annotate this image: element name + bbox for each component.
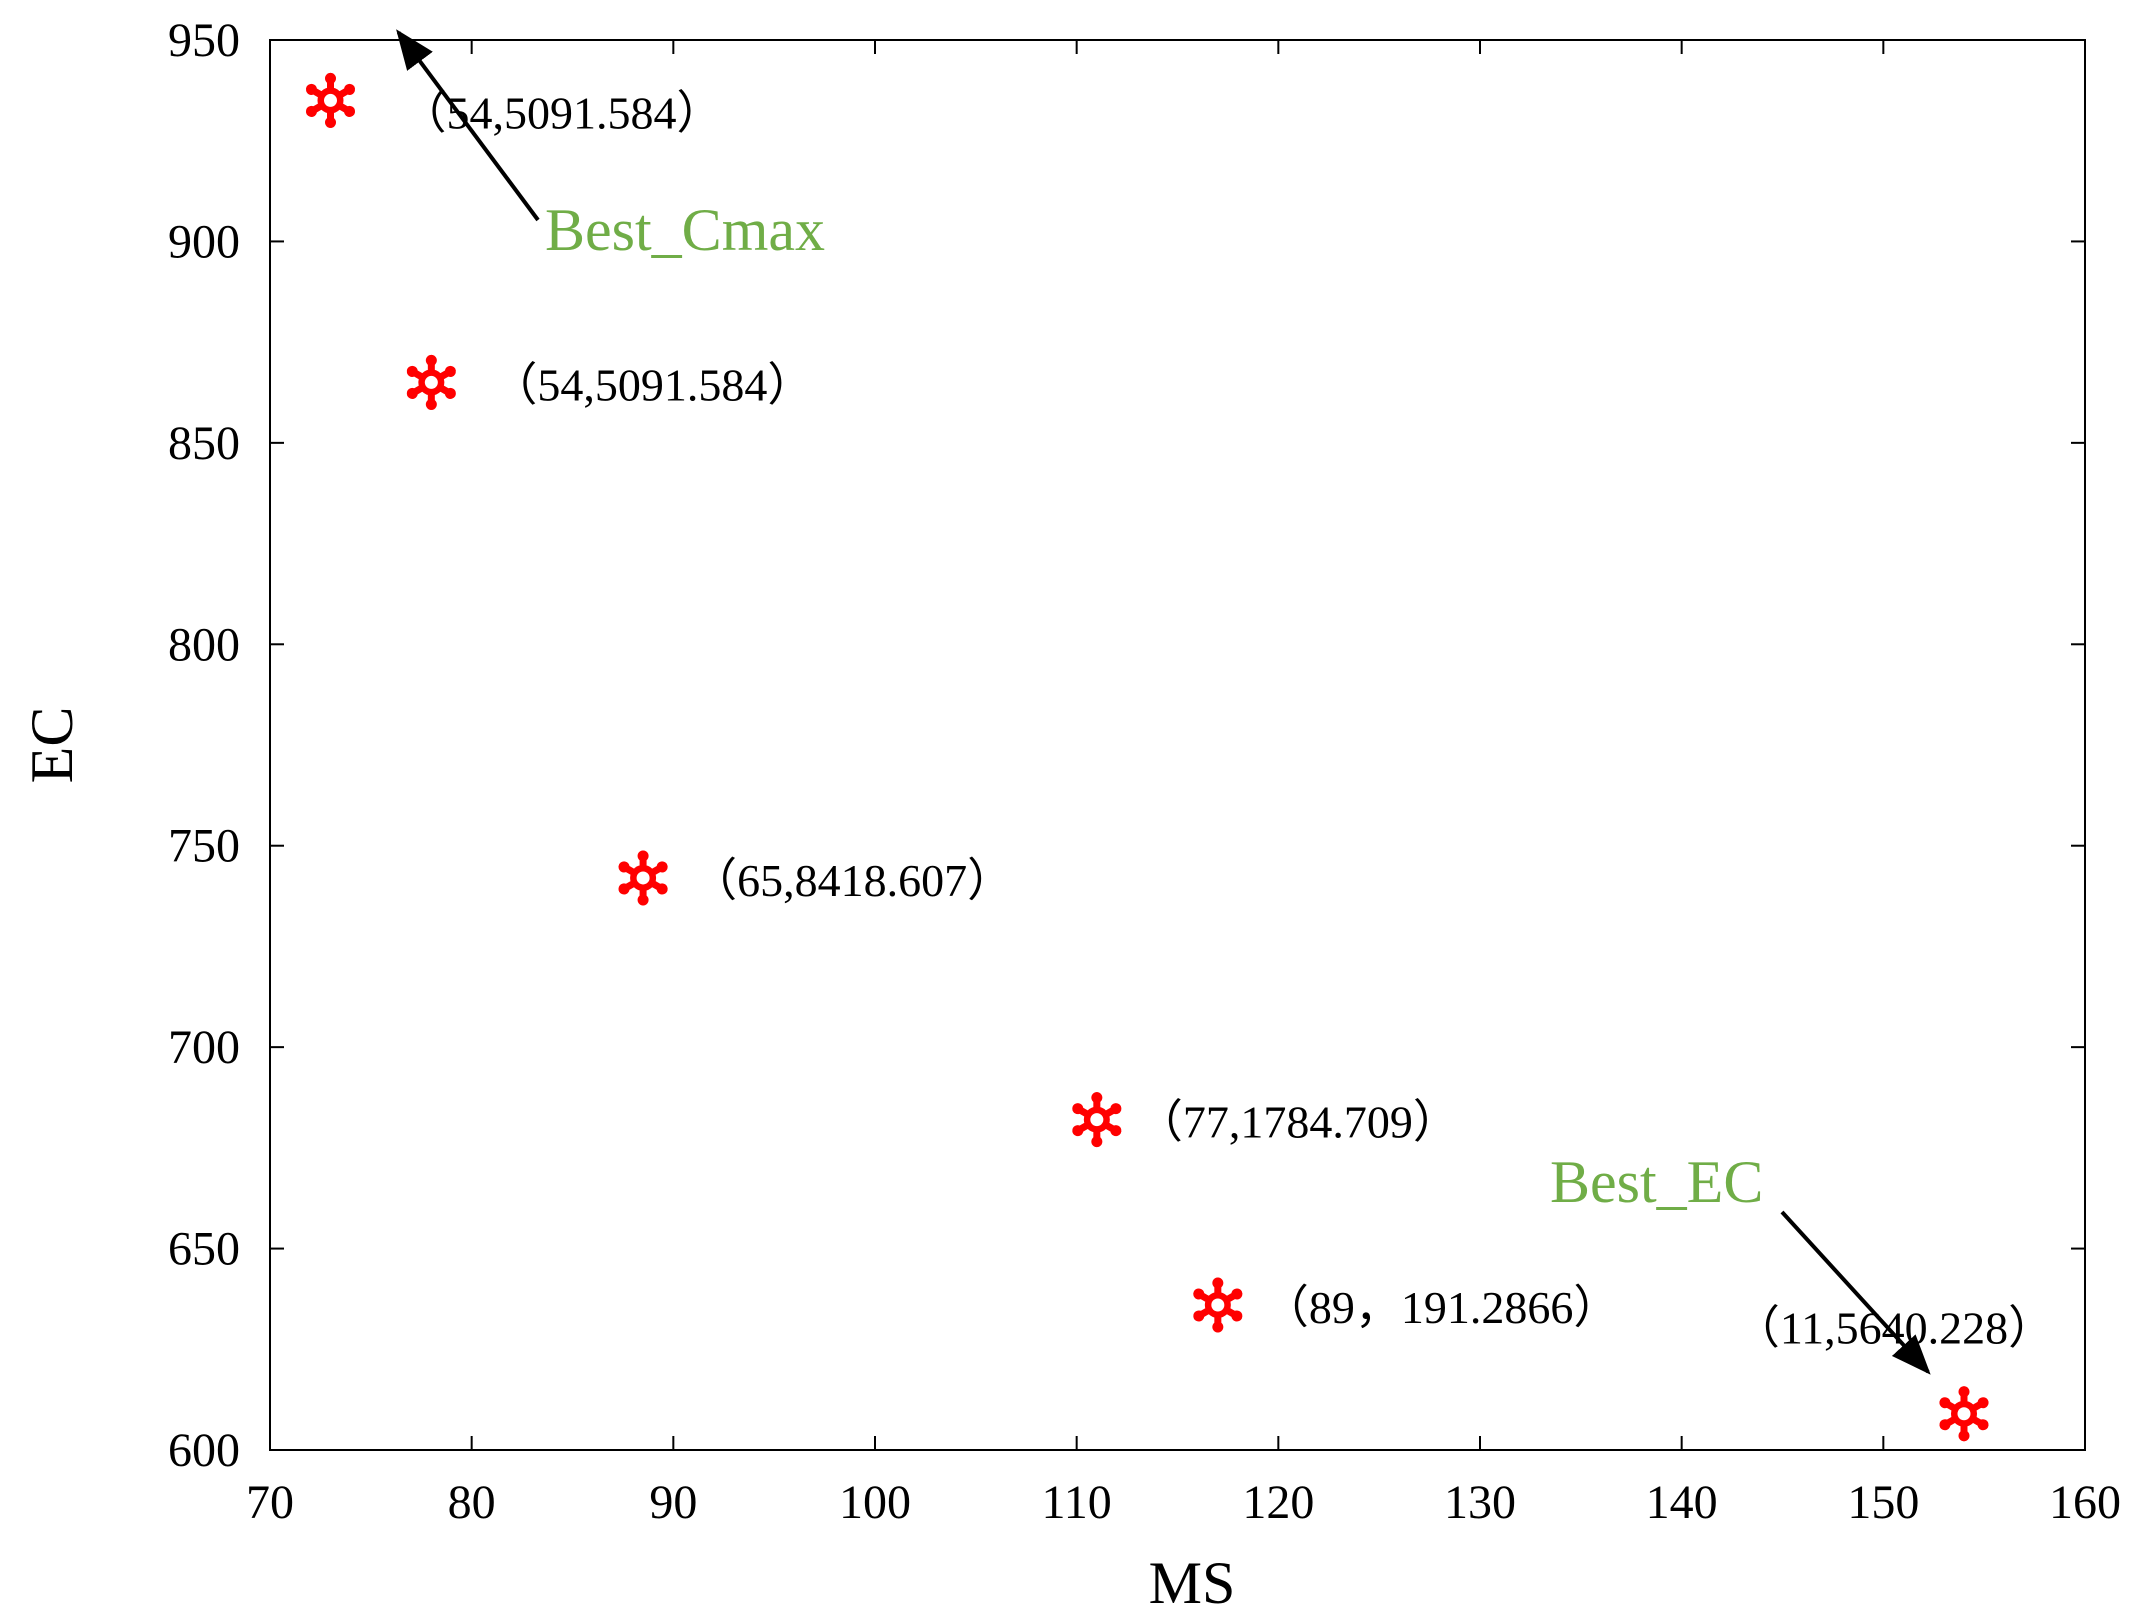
x-tick-label: 90 xyxy=(649,1476,697,1529)
y-tick-label: 700 xyxy=(168,1021,240,1074)
data-point xyxy=(406,354,456,410)
x-tick-label: 110 xyxy=(1042,1476,1112,1529)
x-tick-label: 150 xyxy=(1847,1476,1919,1529)
x-tick-label: 120 xyxy=(1242,1476,1314,1529)
y-axis-label: EC xyxy=(19,707,85,784)
data-point xyxy=(618,850,668,906)
x-tick-label: 130 xyxy=(1444,1476,1516,1529)
point-label: （65,8418.607） xyxy=(691,855,1013,906)
point-label: （54,5091.584） xyxy=(491,359,813,410)
data-points: （54,5091.584） （54,5091.584） （65,8418.607） （… xyxy=(305,72,2054,1442)
x-tick-label: 140 xyxy=(1646,1476,1718,1529)
data-point xyxy=(1939,1386,1989,1442)
point-label: （77,1784.709） xyxy=(1137,1097,1459,1148)
annotation-label: Best_Cmax xyxy=(545,197,825,263)
y-tick-label: 650 xyxy=(168,1223,240,1276)
y-tick-label: 950 xyxy=(168,14,240,67)
x-tick-label: 100 xyxy=(839,1476,911,1529)
point-label: （11,5640.228） xyxy=(1734,1303,2054,1354)
annotation-arrow xyxy=(396,29,540,222)
point-label: （54,5091.584） xyxy=(401,87,723,138)
y-tick-label: 600 xyxy=(168,1424,240,1477)
annotation-label: Best_EC xyxy=(1550,1149,1763,1215)
y-tick-label: 750 xyxy=(168,820,240,873)
x-tick-label: 160 xyxy=(2049,1476,2121,1529)
annotations: Best_Cmax Best_EC xyxy=(396,29,1931,1375)
y-axis-ticks: 600 650 700 750 800 850 900 950 xyxy=(168,14,2085,1477)
data-point xyxy=(1072,1092,1122,1148)
y-tick-label: 850 xyxy=(168,417,240,470)
x-axis-label: MS xyxy=(1149,1550,1236,1616)
y-tick-label: 900 xyxy=(168,215,240,268)
x-tick-label: 70 xyxy=(246,1476,294,1529)
x-axis-ticks: 70 80 90 100 110 120 130 140 150 160 xyxy=(246,40,2121,1529)
point-label: （89，191.2866） xyxy=(1263,1282,1620,1333)
y-tick-label: 800 xyxy=(168,618,240,671)
data-point xyxy=(1193,1277,1243,1333)
x-tick-label: 80 xyxy=(448,1476,496,1529)
plot-area xyxy=(269,39,2086,1451)
data-point xyxy=(305,72,356,128)
annotation-arrow xyxy=(1780,1210,1931,1375)
